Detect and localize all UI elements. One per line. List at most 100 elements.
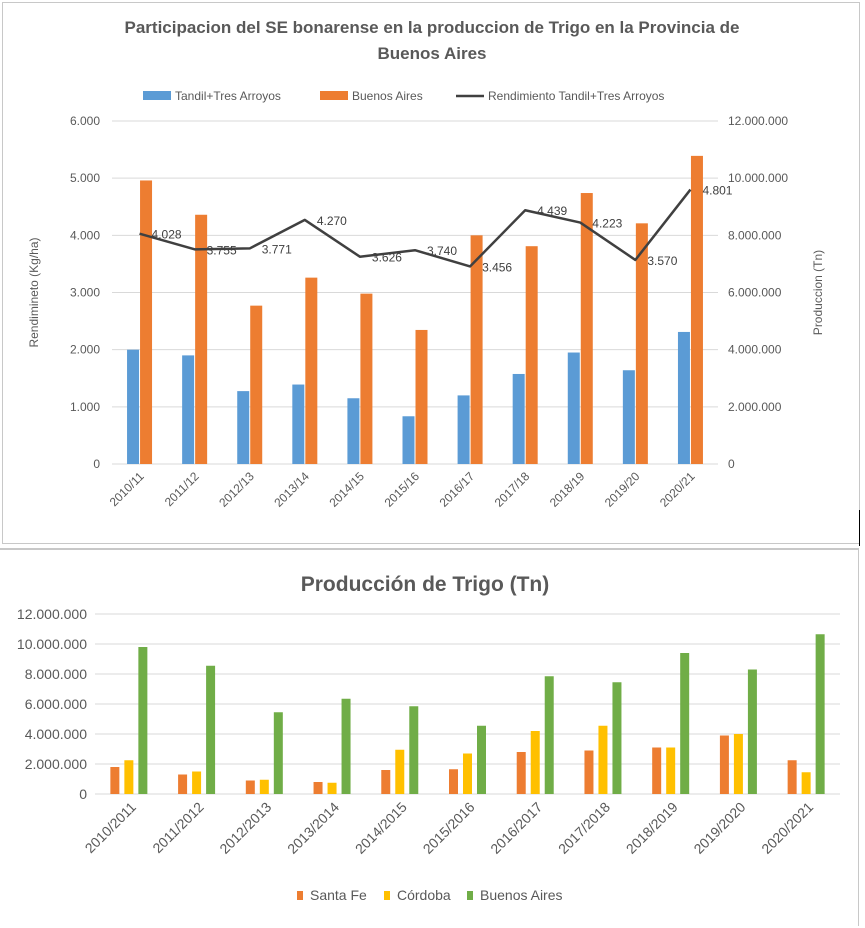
y-tick-label: 6.000.000	[25, 696, 87, 712]
data-label-rendimiento-7: 4.439	[537, 204, 567, 218]
bar-tandil-tres-arroyos-8	[567, 352, 580, 464]
x-tick-label: 2020/2021	[758, 799, 816, 857]
y-tick-label-left: 4.000	[70, 228, 100, 242]
bar-santa-fe-1	[178, 774, 188, 794]
y-tick-label-left: 3.000	[70, 286, 100, 300]
x-tick-label: 2010/11	[107, 469, 147, 509]
y-tick-label-right: 2.000.000	[728, 400, 782, 414]
legend-swatch	[320, 91, 348, 100]
bar-buenos-aires-4	[409, 706, 419, 794]
bar-c-rdoba-2	[259, 779, 269, 794]
bar-c-rdoba-5	[463, 753, 472, 794]
data-label-rendimiento-8: 4.223	[592, 217, 622, 231]
x-tick-label: 2010/2011	[82, 799, 140, 857]
y-tick-label: 4.000.000	[25, 726, 87, 742]
chart-title-line: Buenos Aires	[378, 44, 487, 63]
y-tick-label-right: 10.000.000	[728, 171, 788, 185]
legend-label: Tandil+Tres Arroyos	[175, 89, 281, 103]
bar-santa-fe-4	[381, 770, 391, 794]
bar-buenos-aires-8	[680, 653, 690, 794]
separator-mark	[859, 510, 860, 546]
x-tick-label: 2018/2019	[623, 799, 681, 857]
x-tick-label: 2019/2020	[690, 799, 748, 857]
line-rendimiento	[139, 188, 692, 268]
y-tick-label-right: 0	[728, 457, 735, 471]
legend-label: Santa Fe	[310, 887, 367, 903]
bar-tandil-tres-arroyos-1	[182, 355, 195, 464]
bar-tandil-tres-arroyos-5	[402, 416, 415, 464]
bar-buenos-aires-6	[470, 235, 483, 464]
x-tick-label: 2013/14	[271, 469, 312, 510]
bar-buenos-aires-7	[612, 682, 622, 794]
bar-santa-fe-8	[652, 747, 662, 794]
y-tick-label: 12.000.000	[17, 606, 87, 622]
bar-santa-fe-3	[313, 782, 323, 794]
x-tick-label: 2016/2017	[487, 799, 545, 857]
y-tick-label: 8.000.000	[25, 666, 87, 682]
data-label-rendimiento-2: 3.771	[262, 242, 292, 256]
x-tick-label: 2020/21	[657, 469, 698, 510]
chart-title: Producción de Trigo (Tn)	[301, 573, 550, 596]
chart-title-line: Participacion del SE bonarense en la pro…	[125, 18, 740, 37]
data-label-rendimiento-0: 4.028	[152, 228, 182, 242]
bar-buenos-aires-3	[305, 277, 318, 464]
y-tick-label-right: 4.000.000	[728, 343, 782, 357]
bar-santa-fe-9	[719, 735, 729, 794]
y-tick-label-left: 1.000	[70, 400, 100, 414]
bar-tandil-tres-arroyos-2	[237, 391, 250, 464]
bar-c-rdoba-3	[327, 782, 337, 794]
data-label-rendimiento-6: 3.456	[482, 260, 512, 274]
data-label-rendimiento-10: 4.801	[702, 184, 732, 198]
bar-buenos-aires-10	[815, 634, 825, 794]
bar-tandil-tres-arroyos-3	[292, 384, 305, 464]
y-tick-label: 0	[79, 786, 87, 802]
legend-swatch	[297, 891, 303, 900]
legend-swatch	[384, 891, 390, 900]
y-tick-label-left: 2.000	[70, 343, 100, 357]
x-tick-label: 2015/16	[382, 469, 423, 510]
bar-santa-fe-0	[110, 767, 120, 794]
data-label-rendimiento-4: 3.626	[372, 251, 402, 265]
bar-buenos-aires-5	[477, 725, 486, 794]
bar-tandil-tres-arroyos-0	[127, 349, 140, 464]
x-tick-label: 2015/2016	[420, 799, 478, 857]
bar-tandil-tres-arroyos-10	[677, 331, 690, 464]
bar-c-rdoba-10	[801, 772, 811, 794]
bar-buenos-aires-3	[341, 698, 351, 794]
bar-c-rdoba-8	[666, 747, 676, 794]
x-tick-label: 2016/17	[437, 469, 478, 510]
legend-label: Córdoba	[397, 887, 451, 903]
y-tick-label-left: 5.000	[70, 171, 100, 185]
x-tick-label: 2014/15	[326, 469, 367, 510]
bar-c-rdoba-4	[395, 749, 405, 794]
bar-buenos-aires-7	[525, 246, 538, 464]
y-tick-label: 10.000.000	[17, 636, 87, 652]
bar-tandil-tres-arroyos-4	[347, 398, 360, 464]
bar-buenos-aires-5	[415, 329, 428, 464]
bar-buenos-aires-2	[273, 712, 283, 794]
y-axis-title-right: Produccion (Tn)	[811, 250, 825, 335]
y-tick-label-right: 12.000.000	[728, 114, 788, 128]
y-tick-label-left: 6.000	[70, 114, 100, 128]
bar-c-rdoba-9	[733, 734, 743, 794]
legend-swatch	[143, 91, 171, 100]
data-label-rendimiento-9: 3.570	[647, 254, 677, 268]
data-label-rendimiento-5: 3.740	[427, 244, 457, 258]
data-label-rendimiento-1: 3.755	[207, 243, 237, 257]
bar-santa-fe-2	[245, 780, 255, 794]
bar-c-rdoba-7	[598, 725, 608, 794]
y-tick-label-right: 8.000.000	[728, 228, 782, 242]
y-axis-title-left: Rendimineto (Kg/ha)	[27, 237, 41, 347]
bar-c-rdoba-6	[530, 731, 540, 794]
legend-label: Buenos Aires	[480, 887, 563, 903]
bar-santa-fe-10	[787, 760, 797, 794]
bar-santa-fe-6	[516, 752, 526, 794]
x-tick-label: 2017/2018	[555, 799, 613, 857]
bar-tandil-tres-arroyos-6	[457, 395, 470, 464]
bar-c-rdoba-1	[192, 771, 202, 794]
x-tick-label: 2011/12	[162, 469, 202, 509]
x-tick-label: 2012/2013	[216, 799, 274, 857]
bar-buenos-aires-9	[747, 669, 757, 794]
y-tick-label: 2.000.000	[25, 756, 87, 772]
x-tick-label: 2019/20	[602, 469, 643, 510]
